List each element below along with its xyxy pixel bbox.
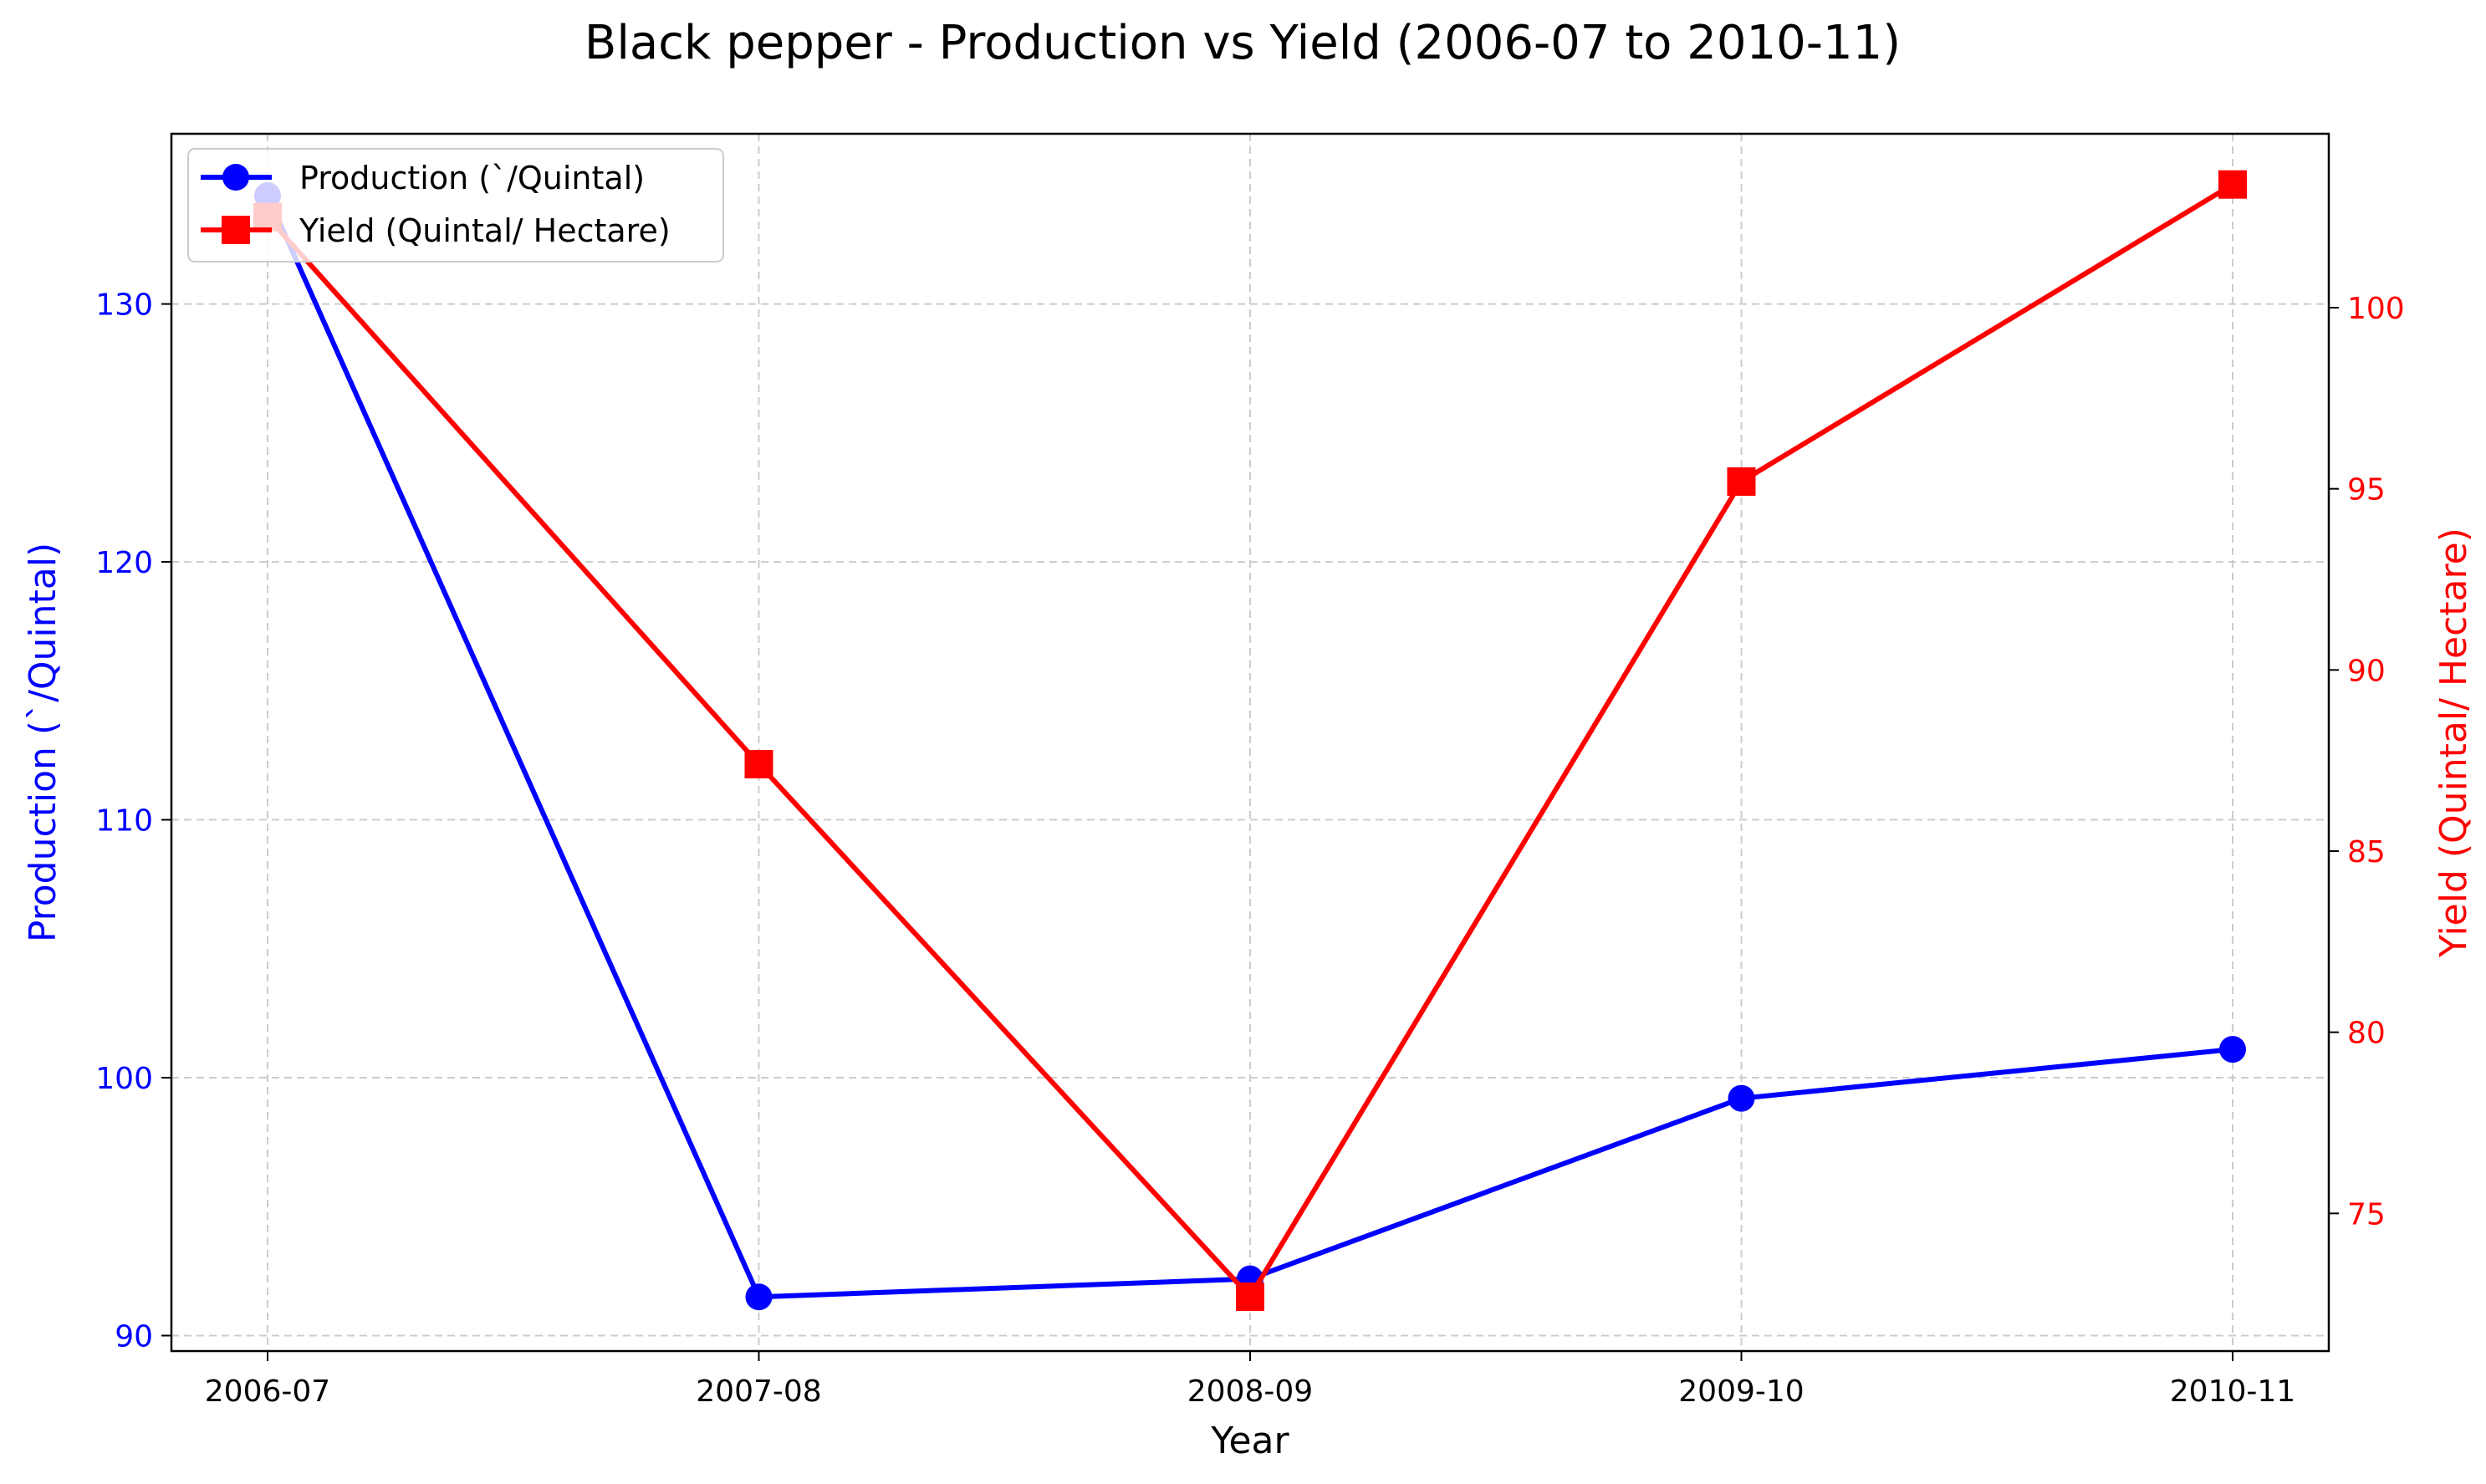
right-y-tick-label: 80: [2347, 1017, 2386, 1051]
legend-marker-yield: [222, 216, 250, 244]
x-axis-label: Year: [1210, 1420, 1289, 1462]
legend-label-production: Production (`/Quintal): [299, 160, 645, 196]
data-point-production: [2219, 1036, 2246, 1063]
x-tick-label: 2007-08: [696, 1374, 821, 1409]
legend: Production (`/Quintal) Yield (Quintal/ H…: [187, 148, 724, 263]
axes: 2006-07 2007-08 2008-09 2009-10 2010-11 90 100…: [95, 288, 2404, 1409]
x-tick-label: 2009-10: [1678, 1374, 1804, 1409]
left-y-tick-label: 130: [95, 288, 153, 323]
left-y-tick-label: 100: [95, 1062, 153, 1096]
right-y-tick-label: 90: [2347, 654, 2386, 688]
data-point-production: [745, 1283, 773, 1311]
legend-box: [187, 148, 724, 263]
right-y-tick-label: 100: [2347, 292, 2405, 326]
left-y-tick-label: 90: [115, 1319, 153, 1354]
legend-entry-yield: Yield (Quintal/ Hectare): [201, 212, 671, 249]
right-y-tick-label: 85: [2347, 835, 2386, 869]
data-point-yield: [1236, 1283, 1264, 1311]
legend-marker-production: [222, 164, 249, 191]
grid: [171, 134, 2329, 1351]
data-point-yield: [744, 750, 773, 778]
chart-title: Black pepper - Production vs Yield (2006…: [584, 16, 1901, 70]
right-y-tick-label: 95: [2347, 473, 2386, 507]
left-y-tick-label: 110: [95, 804, 153, 839]
x-tick-label: 2006-07: [205, 1374, 330, 1409]
legend-entry-production: Production (`/Quintal): [201, 160, 645, 196]
legend-label-yield: Yield (Quintal/ Hectare): [299, 212, 671, 249]
left-axis-label: Production (`/Quintal): [22, 543, 64, 942]
left-y-tick-label: 120: [95, 546, 153, 580]
right-y-tick-label: 75: [2347, 1197, 2386, 1232]
right-axis-label: Yield (Quintal/ Hectare): [2432, 528, 2475, 958]
data-point-production: [1728, 1084, 1755, 1112]
data-point-yield: [1727, 467, 1756, 496]
x-tick-label: 2010-11: [2170, 1374, 2295, 1409]
data-point-yield: [2218, 170, 2247, 199]
x-tick-label: 2008-09: [1187, 1374, 1313, 1409]
